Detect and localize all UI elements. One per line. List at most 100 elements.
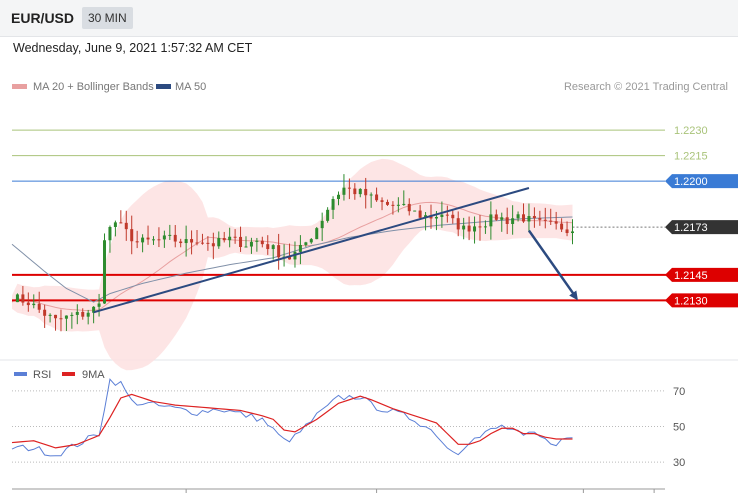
candle-body (179, 241, 183, 244)
candle-body (445, 214, 449, 216)
candle-body (162, 235, 166, 240)
candle-body (375, 194, 379, 201)
rsi-tick-50: 50 (673, 422, 685, 434)
candle-body (135, 241, 139, 243)
candle-body (391, 204, 395, 206)
candle-body (21, 294, 25, 303)
candle-body (440, 214, 444, 217)
rsi-line (11, 378, 573, 457)
candle-body (222, 238, 226, 241)
candle-body (494, 214, 498, 220)
candle-body (26, 302, 30, 306)
candle-body (190, 239, 194, 243)
candle-body (407, 203, 411, 212)
candle-body (195, 242, 199, 244)
candle-body (113, 222, 117, 227)
candle-body (396, 204, 400, 206)
candle-body (266, 244, 270, 250)
candle-body (385, 201, 389, 205)
candle-body (320, 220, 324, 229)
level-1.2215-label: 1.2215 (674, 151, 708, 163)
level-1.2145-tag (665, 267, 738, 282)
level-1.2200-label: 1.2200 (674, 176, 708, 188)
candle-body (570, 231, 574, 234)
price-tags: 1.2230 1.2215 1.2200 1.2173 1.2145 1.2130 (665, 125, 738, 308)
candle-body (522, 214, 526, 222)
forecast-arrow-shaft (527, 229, 575, 296)
candle-body (211, 243, 215, 247)
rsi-legend-swatch (14, 372, 27, 376)
candle-body (560, 223, 564, 230)
ma50-legend-swatch (156, 84, 171, 89)
candle-body (97, 303, 101, 307)
candle-body (260, 240, 264, 245)
candle-body (413, 210, 417, 212)
candle-body (543, 219, 547, 221)
candle-body (228, 236, 232, 241)
rsi-panel: 30 50 70 (11, 378, 685, 469)
candle-body (326, 209, 330, 221)
candle-body (298, 244, 302, 252)
candle-body (549, 220, 553, 222)
candle-body (288, 256, 292, 260)
candle-body (233, 236, 237, 238)
chart-datetime: Wednesday, June 9, 2021 1:57:32 AM CET (13, 41, 253, 55)
forecast-arrow-head (569, 290, 578, 301)
candle-body (277, 245, 281, 258)
candle-body (505, 217, 509, 224)
candle-body (43, 309, 47, 316)
level-1.2173-tag (665, 220, 738, 235)
candle-body (15, 294, 19, 303)
candle-body (516, 214, 520, 219)
candle-body (315, 228, 319, 240)
candle-body (527, 216, 531, 222)
candle-body (239, 236, 243, 248)
candle-body (70, 314, 74, 316)
x-axis: Jun 5Jun 8Jun 9Jun 23 (12, 488, 671, 500)
symbol-title: EUR/USD (11, 10, 75, 26)
timeframe-badge[interactable]: 30 MIN (82, 7, 133, 29)
candle-body (331, 198, 335, 210)
candlesticks (15, 174, 574, 332)
rsi-legend: RSI 9MA (14, 369, 105, 381)
candle-body (255, 240, 259, 242)
rsi-tick-70: 70 (673, 386, 685, 398)
level-1.2130-label: 1.2130 (674, 295, 708, 307)
level-1.2130-tag (665, 293, 738, 308)
candle-body (402, 203, 406, 205)
credit-label: Research © 2021 Trading Central (564, 81, 728, 93)
candle-body (271, 245, 275, 250)
candle-body (151, 239, 155, 241)
rsi-ma-legend-swatch (62, 372, 75, 376)
candle-body (467, 225, 471, 232)
candle-body (249, 241, 253, 247)
ma50-legend-label: MA 50 (175, 81, 206, 93)
bollinger-band-area (12, 158, 573, 371)
candle-body (92, 306, 96, 313)
candle-body (304, 242, 308, 245)
ma20-line (11, 201, 573, 311)
candle-body (173, 234, 177, 242)
candle-body (353, 188, 357, 195)
candle-body (434, 216, 438, 219)
candle-body (146, 237, 150, 240)
candle-body (538, 218, 542, 220)
candle-body (206, 242, 210, 244)
candle-body (418, 210, 422, 218)
candle-body (54, 314, 58, 319)
rsi-ma-legend-label: 9MA (82, 369, 105, 381)
candle-body (462, 225, 466, 230)
candle-body (500, 217, 504, 220)
level-1.2173-label: 1.2173 (674, 222, 708, 234)
candle-body (103, 240, 107, 304)
level-1.2200-tag (665, 174, 738, 189)
candle-body (342, 187, 346, 195)
candle-body (119, 222, 123, 224)
candle-body (309, 239, 313, 243)
candle-body (483, 226, 487, 228)
bollinger-legend-swatch (12, 84, 27, 89)
candle-body (473, 226, 477, 232)
candle-body (59, 318, 63, 320)
candle-body (451, 214, 455, 219)
